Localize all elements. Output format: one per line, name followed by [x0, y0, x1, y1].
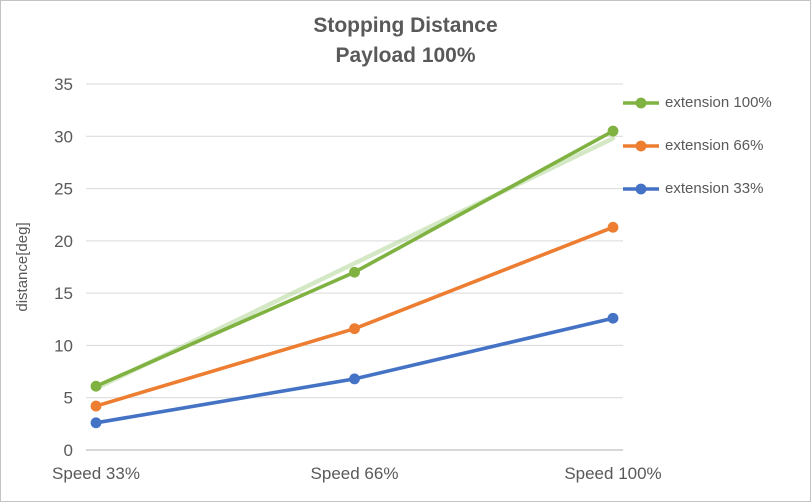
y-tick-label: 35 [54, 75, 73, 94]
data-point-extension-33- [607, 312, 619, 324]
y-tick-label: 10 [54, 336, 73, 355]
legend: extension 100% extension 66% extension 3… [623, 94, 772, 197]
data-point-extension-100- [607, 125, 619, 137]
x-category-label: Speed 33% [52, 464, 140, 483]
legend-label: extension 66% [665, 137, 764, 154]
data-point-extension-66- [90, 400, 102, 412]
y-axis-title: distance[deg] [14, 222, 31, 312]
legend-marker-icon [623, 140, 659, 151]
data-point-extension-33- [349, 373, 360, 385]
legend-marker-icon [623, 97, 659, 108]
data-point-extension-100- [90, 380, 102, 392]
y-tick-label: 15 [54, 284, 73, 303]
y-tick-label: 25 [54, 180, 73, 199]
data-point-extension-66- [349, 323, 360, 335]
y-tick-label: 5 [64, 389, 73, 408]
legend-label: extension 100% [665, 94, 772, 111]
data-point-extension-100- [349, 266, 360, 278]
y-tick-label: 30 [54, 127, 73, 146]
x-category-label: Speed 100% [564, 464, 661, 483]
legend-label: extension 33% [665, 180, 764, 197]
data-point-extension-66- [607, 221, 619, 233]
legend-item-extension-100: extension 100% [623, 94, 772, 111]
legend-item-extension-66: extension 66% [623, 137, 772, 154]
x-category-label: Speed 66% [311, 464, 399, 483]
legend-marker-icon [623, 183, 659, 194]
data-point-extension-33- [90, 417, 102, 429]
y-tick-label: 20 [54, 232, 73, 251]
legend-item-extension-33: extension 33% [623, 180, 772, 197]
y-tick-label: 0 [64, 441, 73, 460]
